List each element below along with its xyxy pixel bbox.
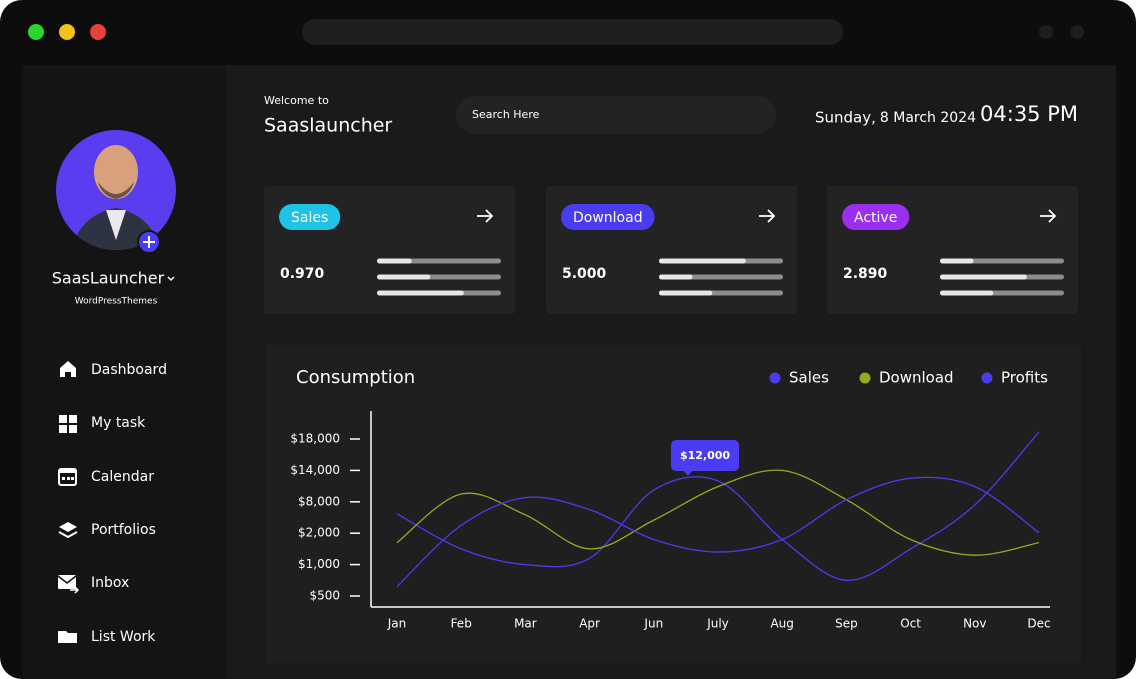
card-label: Download <box>573 210 643 226</box>
nav-icons <box>57 361 80 643</box>
card-pill[interactable] <box>842 204 910 230</box>
tooltip-box <box>671 440 739 471</box>
x-tick-label: Apr <box>579 617 600 631</box>
legend-label[interactable]: Sales <box>789 369 829 387</box>
y-tick-label: $2,000 <box>298 526 340 540</box>
day: Sunday, <box>815 109 876 127</box>
progress-bar <box>659 258 746 264</box>
icon-grid <box>59 415 77 433</box>
icon-home <box>60 361 76 377</box>
progress-bar <box>659 290 713 296</box>
chart-panel <box>266 345 1081 663</box>
x-tick-label: Aug <box>770 617 793 631</box>
search-box[interactable] <box>456 96 776 134</box>
line-series <box>396 431 1040 581</box>
legend-label[interactable]: Download <box>879 369 954 387</box>
progress-bar <box>377 290 464 296</box>
nav-item[interactable]: Portfolios <box>91 522 156 538</box>
profile-name[interactable]: SaasLauncher <box>52 269 165 288</box>
y-tick-label: $500 <box>309 589 340 603</box>
avatar[interactable] <box>56 130 176 255</box>
y-tick-label: $1,000 <box>298 557 340 571</box>
nav-item[interactable]: My task <box>91 415 146 431</box>
dropdown-icon[interactable] <box>167 276 175 282</box>
progress-bar <box>940 258 974 264</box>
legend-dot <box>769 372 781 384</box>
chart-title: Consumption <box>296 367 415 388</box>
card-arrow[interactable] <box>477 209 494 223</box>
card-arrow[interactable] <box>759 209 776 223</box>
legend-dot <box>859 372 871 384</box>
profile-subtitle: WordPressThemes <box>75 297 158 307</box>
y-tick-label: $14,000 <box>290 463 340 477</box>
card-label: Active <box>854 210 897 226</box>
icon-folder <box>58 631 77 643</box>
card-value: 5.000 <box>562 266 607 282</box>
address-bar[interactable] <box>302 19 843 45</box>
window-dot[interactable] <box>28 24 44 40</box>
x-tick-label: Jun <box>643 617 663 631</box>
line-series <box>396 476 1040 588</box>
x-tick-label: Feb <box>451 617 472 631</box>
x-tick-label: Oct <box>900 617 921 631</box>
x-tick-label: Dec <box>1027 617 1050 631</box>
y-tick-label: $18,000 <box>290 432 340 446</box>
window-button[interactable] <box>1039 25 1053 39</box>
window-button[interactable] <box>1070 25 1084 39</box>
nav-item[interactable]: Inbox <box>91 575 129 591</box>
time: 04:35 PM <box>980 102 1078 126</box>
legend-label[interactable]: Profits <box>1001 369 1048 387</box>
card-pill[interactable] <box>561 204 655 230</box>
icon-calendar <box>58 468 77 486</box>
progress-bar <box>940 274 1027 280</box>
icon-layers <box>58 522 78 539</box>
progress-bar <box>659 274 693 280</box>
tooltip-pointer <box>683 470 693 476</box>
legend-dot <box>981 372 993 384</box>
card-label: Sales <box>291 210 328 226</box>
card-value: 0.970 <box>280 266 325 282</box>
icon-inbox <box>57 575 80 594</box>
card-value: 2.890 <box>843 266 888 282</box>
nav-item[interactable]: Calendar <box>91 469 154 485</box>
x-tick-label: July <box>706 617 729 631</box>
search-placeholder: Search Here <box>472 108 540 121</box>
nav-item[interactable]: List Work <box>91 629 156 645</box>
welcome-text: Welcome to <box>264 94 329 107</box>
progress-bar <box>377 258 412 264</box>
window-dot[interactable] <box>90 24 106 40</box>
card-pill[interactable] <box>279 204 341 230</box>
progress-bar <box>940 290 994 296</box>
date: 8 March 2024 <box>880 110 976 126</box>
x-tick-label: Sep <box>835 617 858 631</box>
y-tick-label: $8,000 <box>298 494 340 508</box>
tooltip: $12,000 <box>680 449 730 462</box>
x-tick-label: Nov <box>963 617 986 631</box>
nav-item[interactable]: Dashboard <box>91 362 167 378</box>
window-dot[interactable] <box>59 24 75 40</box>
x-tick-label: Jan <box>387 617 407 631</box>
card-arrow[interactable] <box>1040 209 1057 223</box>
app-title: Saaslauncher <box>264 115 392 137</box>
line-series <box>396 469 1040 556</box>
x-tick-label: Mar <box>514 617 537 631</box>
progress-bar <box>377 274 431 280</box>
